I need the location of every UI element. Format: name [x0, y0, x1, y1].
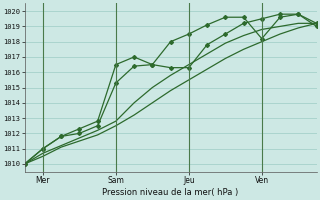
- X-axis label: Pression niveau de la mer( hPa ): Pression niveau de la mer( hPa ): [102, 188, 239, 197]
